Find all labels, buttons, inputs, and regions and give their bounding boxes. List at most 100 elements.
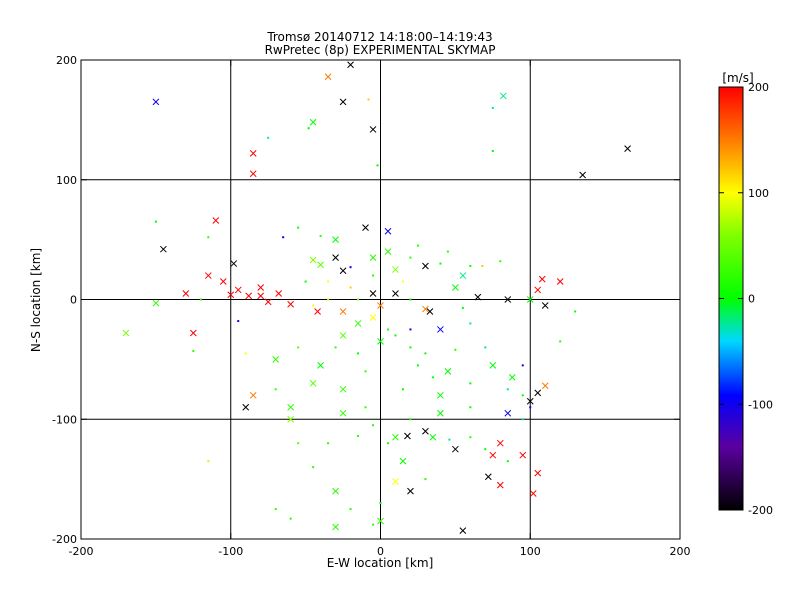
cross-stroke [369,290,377,297]
cross-stroke [437,391,444,399]
data-point-cross [317,362,324,369]
data-point-cross [369,314,377,321]
cross-stroke [362,224,369,232]
data-point-cross [369,254,377,261]
cross-stroke [452,284,459,291]
cross-stroke [534,389,542,397]
grid-lines [81,60,680,539]
x-axis-label: E-W location [km] [327,556,434,570]
cross-stroke [369,314,377,321]
data-point-cross [452,445,459,453]
data-point-cross [204,272,212,279]
data-point-cross [275,290,283,297]
data-point-cross [437,409,444,417]
data-point-cross [152,299,160,307]
cross-stroke [399,457,407,465]
data-point-cross [526,397,534,405]
cross-stroke [377,517,384,525]
data-point-dot [469,436,472,439]
data-point-dot [376,164,379,167]
cross-stroke [347,61,354,69]
data-point-cross [212,217,220,224]
chart-subtitle: RwPretec (8p) EXPERIMENTAL SKYMAP [265,43,496,57]
data-point-dot [307,127,310,130]
data-point-dot [574,310,577,313]
data-point-cross [189,329,197,337]
data-point-cross [160,245,167,253]
cross-stroke [579,171,587,179]
cross-stroke [422,305,429,313]
cross-stroke [249,150,257,157]
cross-stroke [496,481,504,489]
data-point-dot [469,382,472,385]
data-point-cross [534,469,542,477]
data-point-cross [484,473,492,481]
data-point-cross [377,517,384,525]
data-point-cross [407,487,414,495]
data-points [122,61,631,534]
data-point-dot [469,406,472,409]
data-point-dot [506,460,509,463]
cross-stroke [234,286,242,294]
data-point-cross [541,382,549,390]
cross-stroke [317,261,324,269]
data-point-cross [399,457,407,465]
x-tick-label: 0 [377,545,384,558]
data-point-cross [474,293,482,301]
data-point-dot [559,340,562,343]
data-point-cross [404,432,411,440]
cross-stroke [339,267,347,275]
data-point-dot [484,346,487,349]
data-point-cross [377,338,384,345]
cross-stroke [182,290,190,297]
data-point-cross [354,320,362,327]
data-point-cross [219,278,227,285]
data-point-cross [332,487,339,495]
data-point-cross [332,254,339,261]
data-point-dot [416,244,419,247]
colorbar-tick-label: 200 [748,81,769,94]
data-point-cross [287,300,295,308]
cross-stroke [257,292,265,300]
data-point-cross [384,248,392,255]
data-point-dot [484,448,487,451]
data-point-cross [459,527,467,534]
cross-stroke [426,308,434,315]
cross-stroke [392,433,399,441]
data-point-cross [339,332,347,339]
data-point-cross [339,385,347,393]
data-point-cross [339,267,347,275]
data-point-dot [154,220,157,223]
data-point-dot [327,298,330,301]
data-point-dot [207,460,210,463]
y-tick-label: 0 [70,294,77,307]
cross-stroke [287,415,295,423]
data-point-cross [339,98,347,106]
data-point-cross [332,523,339,531]
cross-stroke [496,439,504,447]
data-point-cross [332,236,339,243]
cross-stroke [317,362,324,369]
data-point-cross [541,302,549,309]
data-point-cross [384,227,392,235]
data-point-dot [491,150,494,153]
cross-stroke [339,332,347,339]
data-point-cross [452,284,459,291]
data-point-cross [534,389,542,397]
data-point-dot [394,334,397,337]
data-point-dot [192,349,195,352]
data-point-dot [312,304,315,307]
data-point-dot [529,406,532,409]
data-point-dot [431,376,434,379]
cross-stroke [392,478,399,485]
data-point-cross [272,356,280,363]
cross-stroke [377,302,384,309]
data-point-dot [416,364,419,367]
data-point-dot [312,466,315,469]
cross-stroke [407,487,414,495]
data-point-dot [349,286,352,289]
data-point-dot [379,502,382,505]
cross-stroke [519,451,527,459]
cross-stroke [484,473,492,481]
cross-stroke [534,286,542,294]
